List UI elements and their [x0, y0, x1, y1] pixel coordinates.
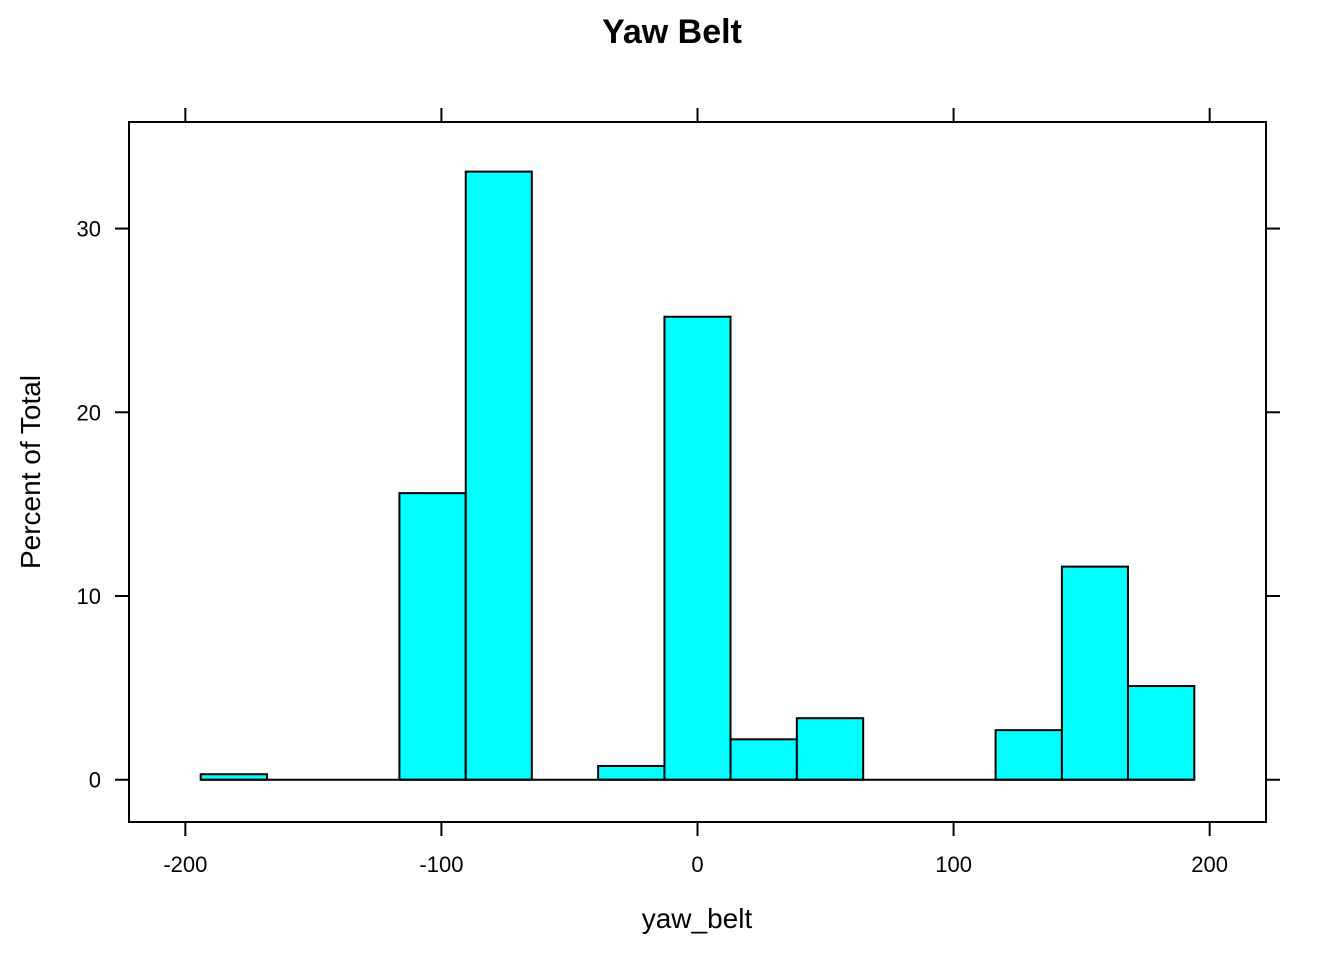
- y-tick-label: 0: [89, 768, 101, 793]
- x-axis-ticks: -200 -100 0 100 200: [163, 108, 1228, 877]
- histogram-bar: [1126, 685, 1196, 781]
- histogram-bar: [994, 729, 1063, 781]
- histogram-bar: [729, 738, 798, 781]
- x-tick-label: 0: [691, 852, 703, 877]
- histogram-bar: [398, 492, 467, 781]
- histogram-bar: [663, 315, 732, 781]
- y-tick-label: 30: [77, 217, 101, 242]
- y-axis-ticks: 0 10 20 30: [77, 217, 1280, 793]
- y-tick-label: 10: [77, 584, 101, 609]
- x-tick-label: -100: [419, 852, 463, 877]
- histogram-bar: [1060, 565, 1129, 781]
- chart-title: Yaw Belt: [602, 13, 742, 51]
- bars-group: [199, 170, 1196, 781]
- histogram-bar: [464, 170, 533, 781]
- x-tick-label: 200: [1191, 852, 1228, 877]
- y-axis-label: Percent of Total: [15, 375, 46, 569]
- y-tick-label: 20: [77, 400, 101, 425]
- x-tick-label: 100: [935, 852, 972, 877]
- histogram-bar: [597, 764, 666, 781]
- x-tick-label: -200: [163, 852, 207, 877]
- x-axis-label: yaw_belt: [642, 903, 753, 934]
- histogram-bar: [795, 717, 865, 781]
